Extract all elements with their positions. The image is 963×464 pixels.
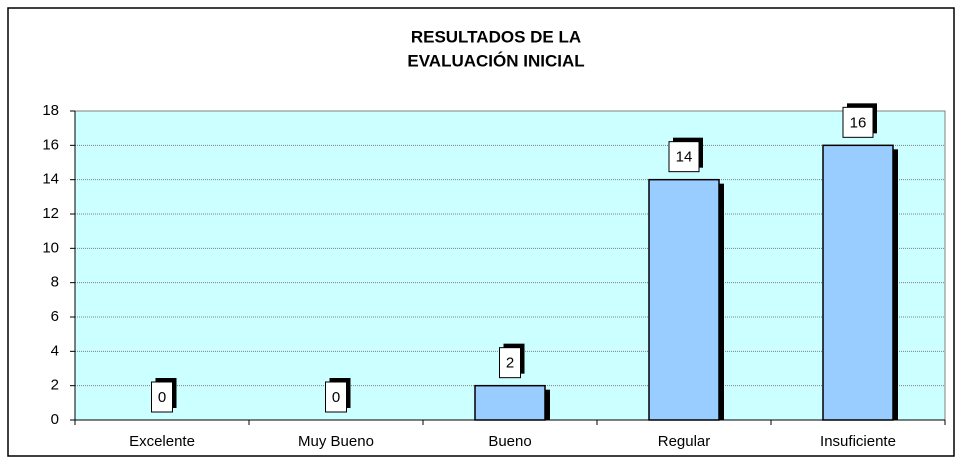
x-tick-label: Insuficiente (820, 433, 896, 450)
x-tick-label: Muy Bueno (298, 433, 374, 450)
y-tick-label: 14 (42, 171, 59, 188)
y-tick-label: 6 (51, 308, 59, 325)
chart-title: RESULTADOS DE LA (411, 27, 581, 46)
data-label: 0 (332, 389, 340, 406)
bar (822, 144, 894, 421)
y-tick-label: 8 (51, 274, 59, 291)
y-tick-label: 0 (51, 411, 59, 428)
x-tick-label: Regular (658, 433, 711, 450)
x-tick-label: Bueno (488, 433, 531, 450)
bar (648, 178, 720, 421)
label-box (842, 106, 874, 138)
y-tick-label: 10 (42, 239, 59, 256)
data-label: 0 (158, 389, 166, 406)
x-tick-label: Excelente (129, 433, 195, 450)
y-tick-label: 18 (42, 102, 59, 119)
bar (474, 384, 546, 421)
data-label: 2 (506, 355, 514, 372)
label-box (668, 141, 700, 173)
chart-title: EVALUACIÓN INICIAL (407, 51, 584, 70)
data-label: 16 (850, 114, 867, 131)
y-tick-label: 16 (42, 136, 59, 153)
y-tick-label: 4 (51, 342, 59, 359)
y-tick-label: 12 (42, 205, 59, 222)
label-box (325, 381, 347, 413)
data-label: 14 (676, 149, 693, 166)
label-box (151, 381, 173, 413)
y-tick-label: 2 (51, 377, 59, 394)
label-box (499, 347, 521, 379)
